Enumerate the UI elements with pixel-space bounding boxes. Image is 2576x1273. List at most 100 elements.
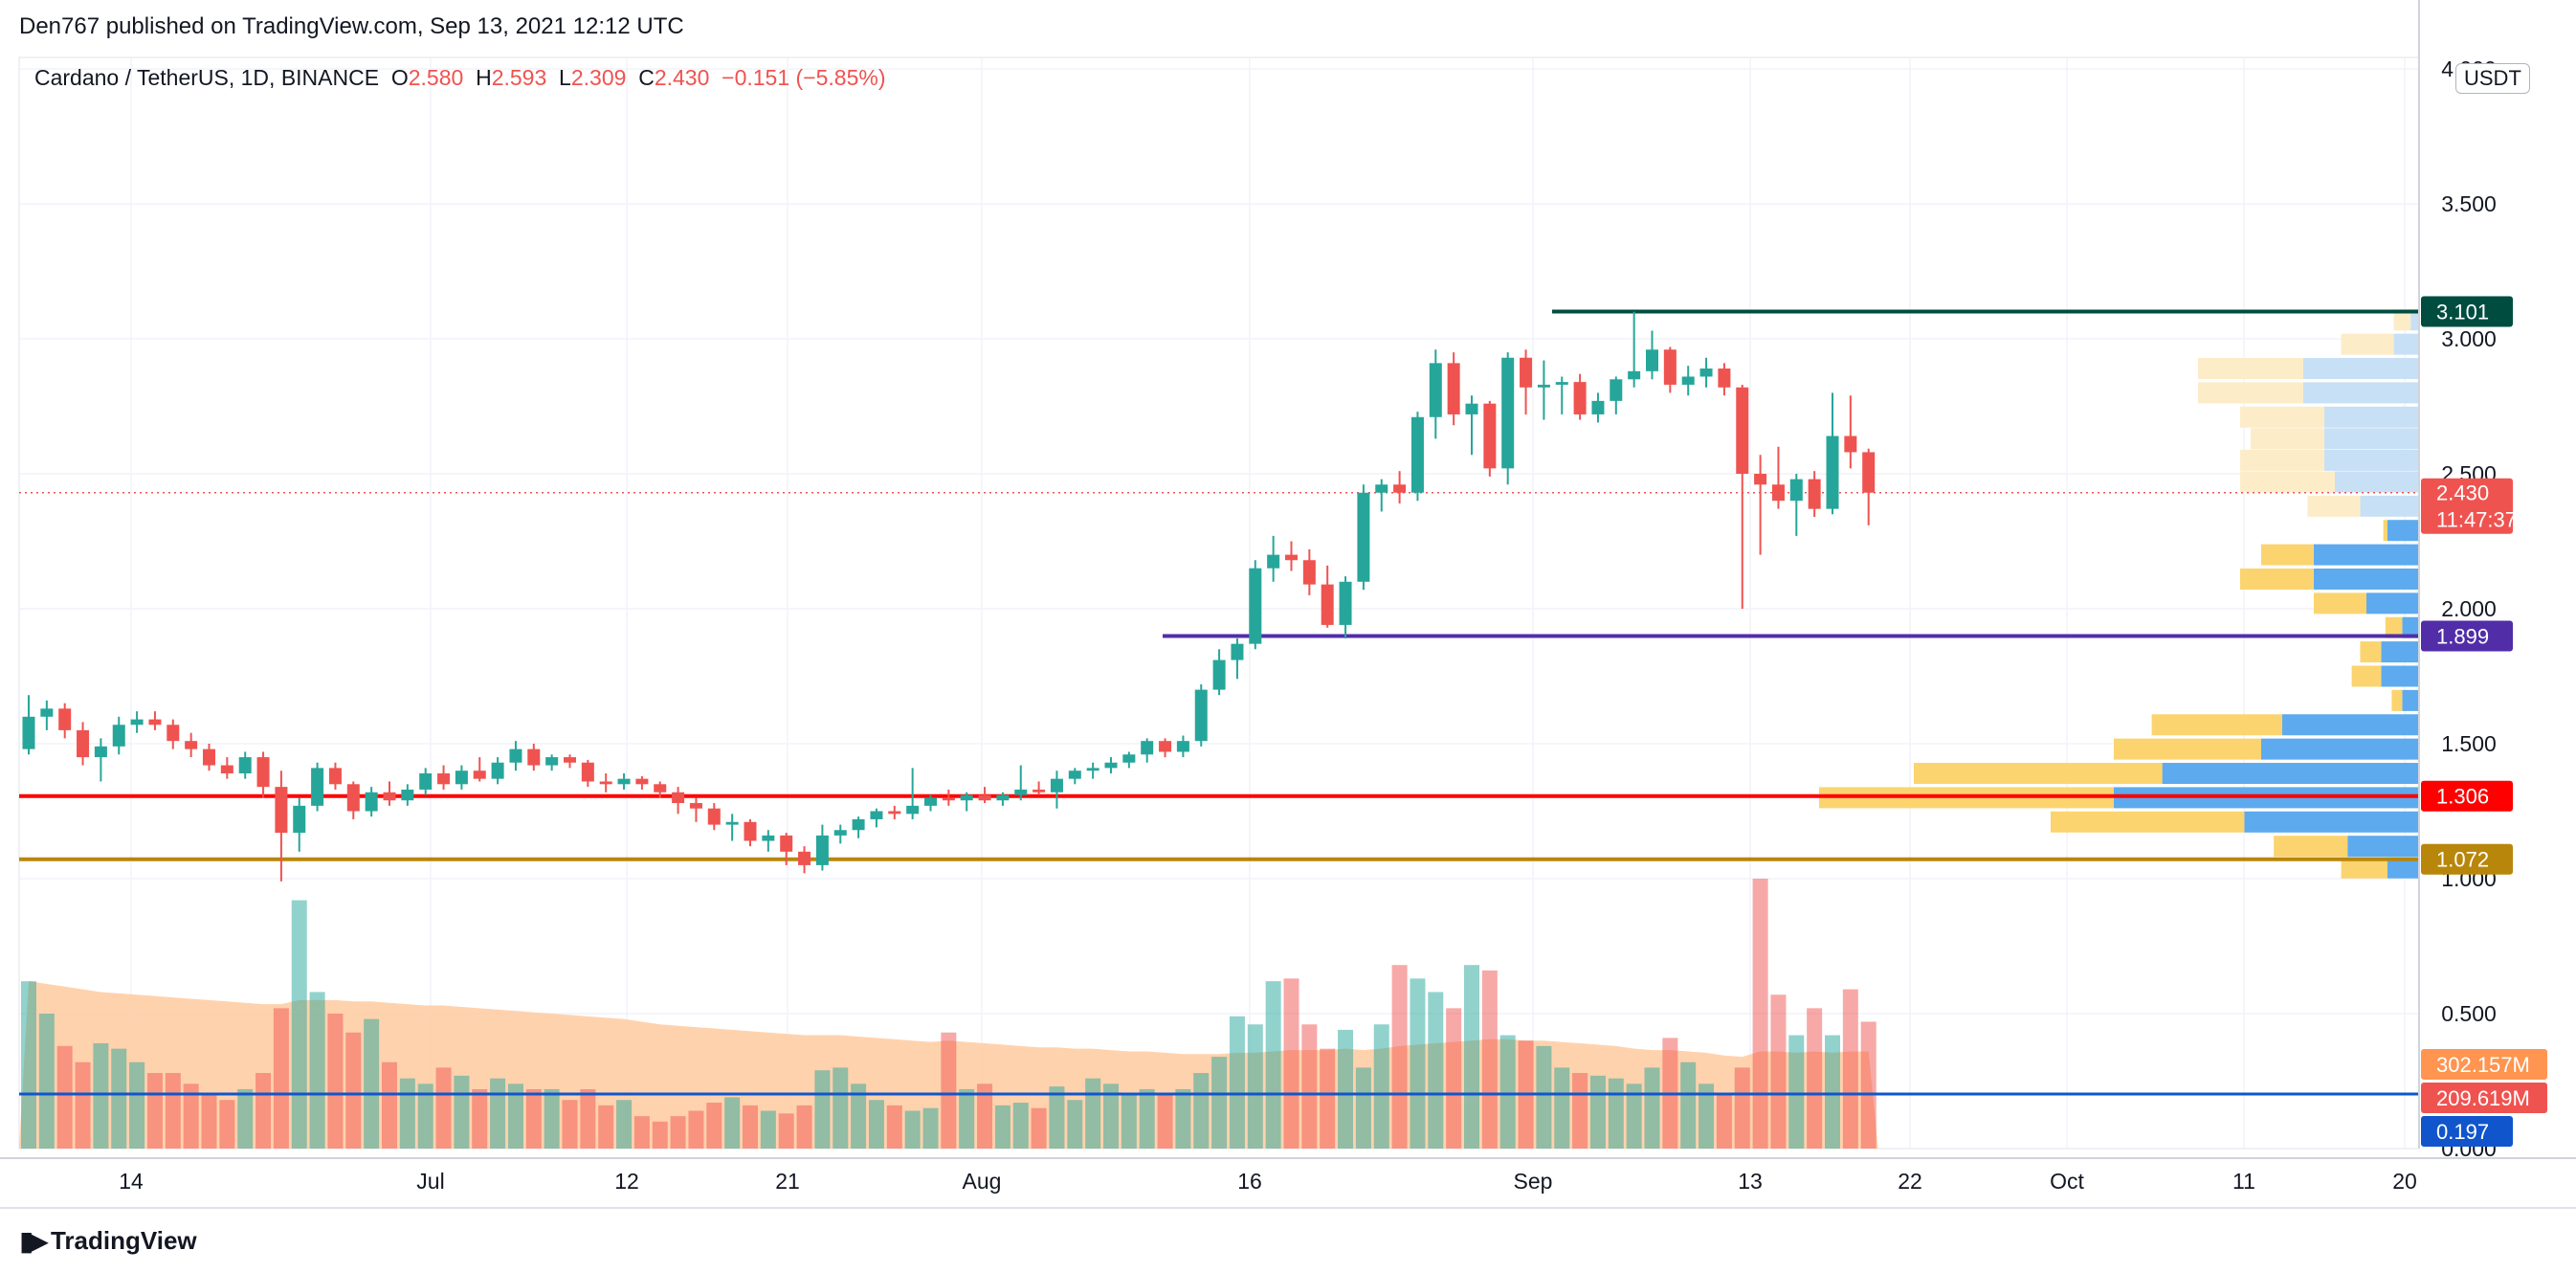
volume-profile-down	[2335, 471, 2419, 493]
candle-body	[1826, 436, 1839, 509]
price-label-text: 1.072	[2436, 848, 2489, 872]
candle-body	[780, 835, 793, 852]
volume-profile-down	[2324, 449, 2419, 471]
volume-bar	[38, 1014, 55, 1149]
candle-body	[1754, 474, 1767, 485]
volume-profile-up	[2341, 333, 2394, 355]
candle-body	[744, 821, 757, 841]
candle-body	[256, 757, 270, 788]
volume-bar	[1157, 1094, 1173, 1149]
volume-profile-up	[2314, 592, 2366, 614]
candle-body	[1302, 560, 1316, 585]
time-tick-label: Sep	[1514, 1169, 1553, 1194]
volume-bar	[1807, 1008, 1823, 1149]
volume-bar	[345, 1032, 362, 1149]
time-tick-label: 22	[1898, 1169, 1922, 1194]
volume-bar	[165, 1073, 181, 1149]
volume-profile-up	[2385, 616, 2403, 638]
tradingview-brand[interactable]: ▮▶ TradingView	[19, 1225, 197, 1257]
candle-body	[112, 725, 125, 747]
volume-bar	[544, 1088, 560, 1149]
volume-bar	[399, 1078, 415, 1149]
candle-body	[94, 746, 107, 758]
volume-bar	[1554, 1067, 1570, 1149]
volume-bar	[1121, 1094, 1137, 1149]
volume-bar	[56, 1045, 73, 1149]
volume-bar	[1211, 1057, 1228, 1149]
volume-bar	[1320, 1048, 1336, 1149]
time-tick-label: 21	[775, 1169, 800, 1194]
candle-body	[1771, 484, 1785, 502]
volume-bar	[1699, 1083, 1715, 1149]
candle-body	[1176, 741, 1189, 752]
volume-profile-up	[2261, 544, 2314, 566]
candle-body	[1610, 379, 1623, 401]
candle-body	[238, 757, 252, 774]
candle-body	[545, 757, 559, 766]
volume-bar	[75, 1061, 91, 1149]
volume-bar	[1860, 1021, 1876, 1149]
candle-body	[1339, 581, 1352, 625]
candle-body	[1718, 368, 1731, 388]
volume-bar	[922, 1107, 939, 1149]
candle-body	[707, 808, 721, 825]
currency-button[interactable]: USDT	[2455, 63, 2530, 94]
price-axis: 4.0003.5003.0002.5002.0001.5001.0000.500…	[2418, 0, 2497, 1161]
volume-bar	[435, 1067, 452, 1149]
volume-bar	[1391, 965, 1408, 1149]
candle-body	[870, 811, 883, 819]
price-labels: 3.101 2.430 11:47:37 1.899 1.306 1.072 302.157…	[2421, 296, 2547, 1147]
volume-profile-down	[2162, 763, 2419, 785]
candle-body	[1141, 741, 1154, 755]
candle-body	[1736, 387, 1749, 474]
volume-profile-down	[2244, 811, 2419, 833]
volume-bar	[1012, 1103, 1029, 1149]
low-label: L	[559, 65, 571, 90]
volume-profile-up	[2274, 836, 2348, 858]
time-tick-label: Jul	[416, 1169, 444, 1194]
price-label-badge	[2421, 620, 2513, 652]
price-label-text: 302.157M	[2436, 1053, 2530, 1077]
candle-body	[473, 770, 486, 779]
candle-body	[564, 757, 576, 763]
candle-body	[58, 708, 72, 730]
candle-body	[148, 719, 162, 726]
volume-profile-down	[2381, 665, 2419, 687]
candle-body	[419, 773, 433, 790]
volume-bar	[1355, 1067, 1371, 1149]
candle-body	[888, 811, 901, 815]
volume-profile-down	[2303, 382, 2419, 404]
volume-bar	[1338, 1029, 1354, 1149]
candle-body	[617, 778, 631, 785]
volume-bar	[562, 1100, 578, 1149]
volume-profile	[1819, 309, 2419, 879]
symbol-name: Cardano / TetherUS, 1D, BINANCE	[34, 65, 380, 90]
volume-bar	[1229, 1016, 1245, 1149]
volume-bar	[201, 1094, 217, 1149]
candle-body	[798, 851, 811, 865]
volume-profile-up	[2240, 568, 2314, 590]
volume-bar	[93, 1043, 109, 1149]
volume-bar	[417, 1083, 433, 1149]
volume-bar	[1680, 1061, 1697, 1149]
volume-bar	[1481, 970, 1498, 1149]
candle-body	[960, 794, 973, 801]
tradingview-logo-icon: ▮▶	[19, 1226, 49, 1256]
candle-body	[942, 797, 955, 801]
volume-profile-down	[2410, 309, 2419, 331]
volume-profile-down	[2282, 714, 2419, 736]
candle-body	[293, 805, 306, 834]
candle-body	[1194, 689, 1208, 742]
candle-body	[672, 792, 685, 804]
candle-body	[599, 781, 612, 785]
price-label-badge	[2421, 780, 2513, 812]
volume-bar	[743, 1105, 758, 1149]
candle-body	[1808, 479, 1821, 509]
candle-body	[1789, 479, 1803, 502]
candle-body	[22, 716, 35, 749]
volume-profile-down	[2324, 406, 2419, 428]
volume-profile-down	[2402, 689, 2419, 711]
volume-bar	[994, 1105, 1010, 1149]
volume-bar	[1373, 1024, 1389, 1149]
